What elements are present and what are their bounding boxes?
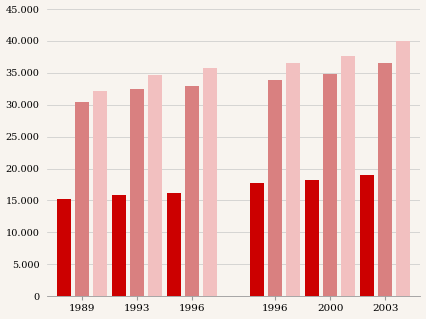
Bar xyxy=(286,63,300,296)
Bar xyxy=(75,101,89,296)
Bar xyxy=(250,183,264,296)
Bar xyxy=(396,41,410,296)
Bar xyxy=(167,193,181,296)
Bar xyxy=(305,180,319,296)
Bar xyxy=(378,63,392,296)
Bar xyxy=(323,74,337,296)
Bar xyxy=(341,56,355,296)
Bar xyxy=(204,68,217,296)
Bar xyxy=(130,89,144,296)
Bar xyxy=(112,195,126,296)
Bar xyxy=(360,175,374,296)
Bar xyxy=(148,75,162,296)
Bar xyxy=(185,85,199,296)
Bar xyxy=(268,80,282,296)
Bar xyxy=(93,91,107,296)
Bar xyxy=(57,198,71,296)
